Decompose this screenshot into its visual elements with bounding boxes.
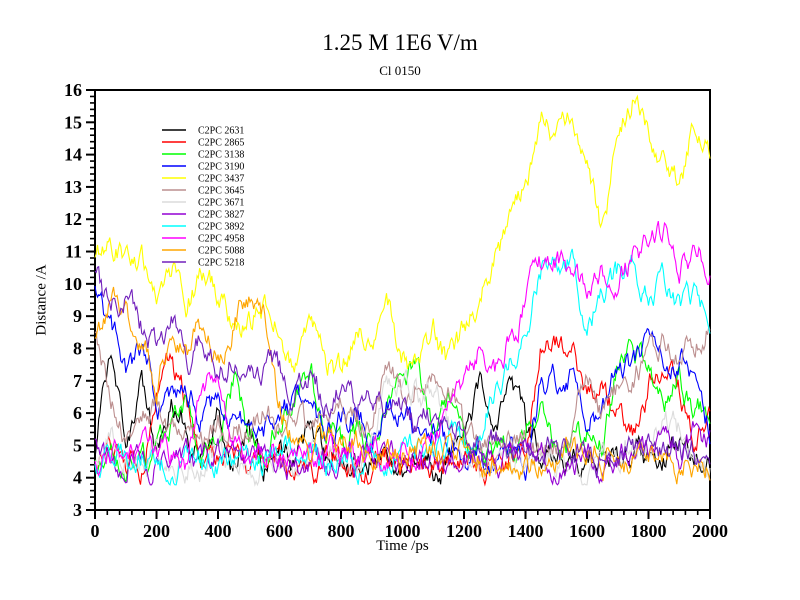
y-axis-tick-label: 11 <box>65 242 82 262</box>
x-axis-tick-label: 1400 <box>508 521 544 541</box>
x-axis-tick-label: 1200 <box>446 521 482 541</box>
x-axis-tick-label: 1800 <box>631 521 667 541</box>
series-line-c2pc-3892 <box>94 248 711 486</box>
series-line-c2pc-5088 <box>94 286 711 485</box>
x-axis-tick-label: 400 <box>205 521 232 541</box>
x-axis-tick-label: 2000 <box>692 521 728 541</box>
chart-title: 1.25 M 1E6 V/m <box>322 30 478 55</box>
y-axis-tick-label: 8 <box>73 338 82 358</box>
y-axis-tick-label: 6 <box>73 403 82 423</box>
legend-label: C2PC 2865 <box>198 138 244 149</box>
x-axis-tick-label: 200 <box>143 521 170 541</box>
y-axis-tick-label: 16 <box>64 80 82 100</box>
x-axis-tick-label: 800 <box>328 521 355 541</box>
y-axis-tick-label: 12 <box>64 209 82 229</box>
legend-label: C2PC 5218 <box>198 258 244 269</box>
y-axis-tick-label: 13 <box>64 177 82 197</box>
series-line-c2pc-5218 <box>94 265 711 479</box>
x-axis-tick-label: 600 <box>266 521 293 541</box>
legend-label: C2PC 3827 <box>198 210 244 221</box>
legend-label: C2PC 5088 <box>198 246 244 257</box>
x-axis-tick-label: 0 <box>91 521 100 541</box>
series-line-c2pc-4958 <box>94 220 711 477</box>
y-axis-tick-label: 3 <box>73 500 82 520</box>
chart-subtitle: Cl 0150 <box>379 63 421 78</box>
y-axis-tick-label: 14 <box>64 145 82 165</box>
legend-label: C2PC 3437 <box>198 174 244 185</box>
legend-label: C2PC 3671 <box>198 198 244 209</box>
y-axis-tick-label: 9 <box>73 306 82 326</box>
y-axis-tick-label: 5 <box>73 435 82 455</box>
legend-label: C2PC 3190 <box>198 162 244 173</box>
legend-label: C2PC 3892 <box>198 222 244 233</box>
series-line-c2pc-3645 <box>94 326 711 458</box>
x-axis-tick-label: 1000 <box>385 521 421 541</box>
y-axis-tick-label: 10 <box>64 274 82 294</box>
legend-label: C2PC 3645 <box>198 186 244 197</box>
x-axis-label: Time /ps <box>376 538 429 554</box>
series-line-c2pc-2865 <box>94 335 711 487</box>
y-axis-tick-label: 4 <box>73 468 82 488</box>
legend-label: C2PC 2631 <box>198 126 244 137</box>
x-axis-tick-label: 1600 <box>569 521 605 541</box>
legend-label: C2PC 4958 <box>198 234 244 245</box>
legend-label: C2PC 3138 <box>198 150 244 161</box>
y-axis-tick-label: 7 <box>73 371 82 391</box>
series-line-c2pc-3437 <box>94 94 711 376</box>
y-axis-tick-label: 15 <box>64 112 82 132</box>
